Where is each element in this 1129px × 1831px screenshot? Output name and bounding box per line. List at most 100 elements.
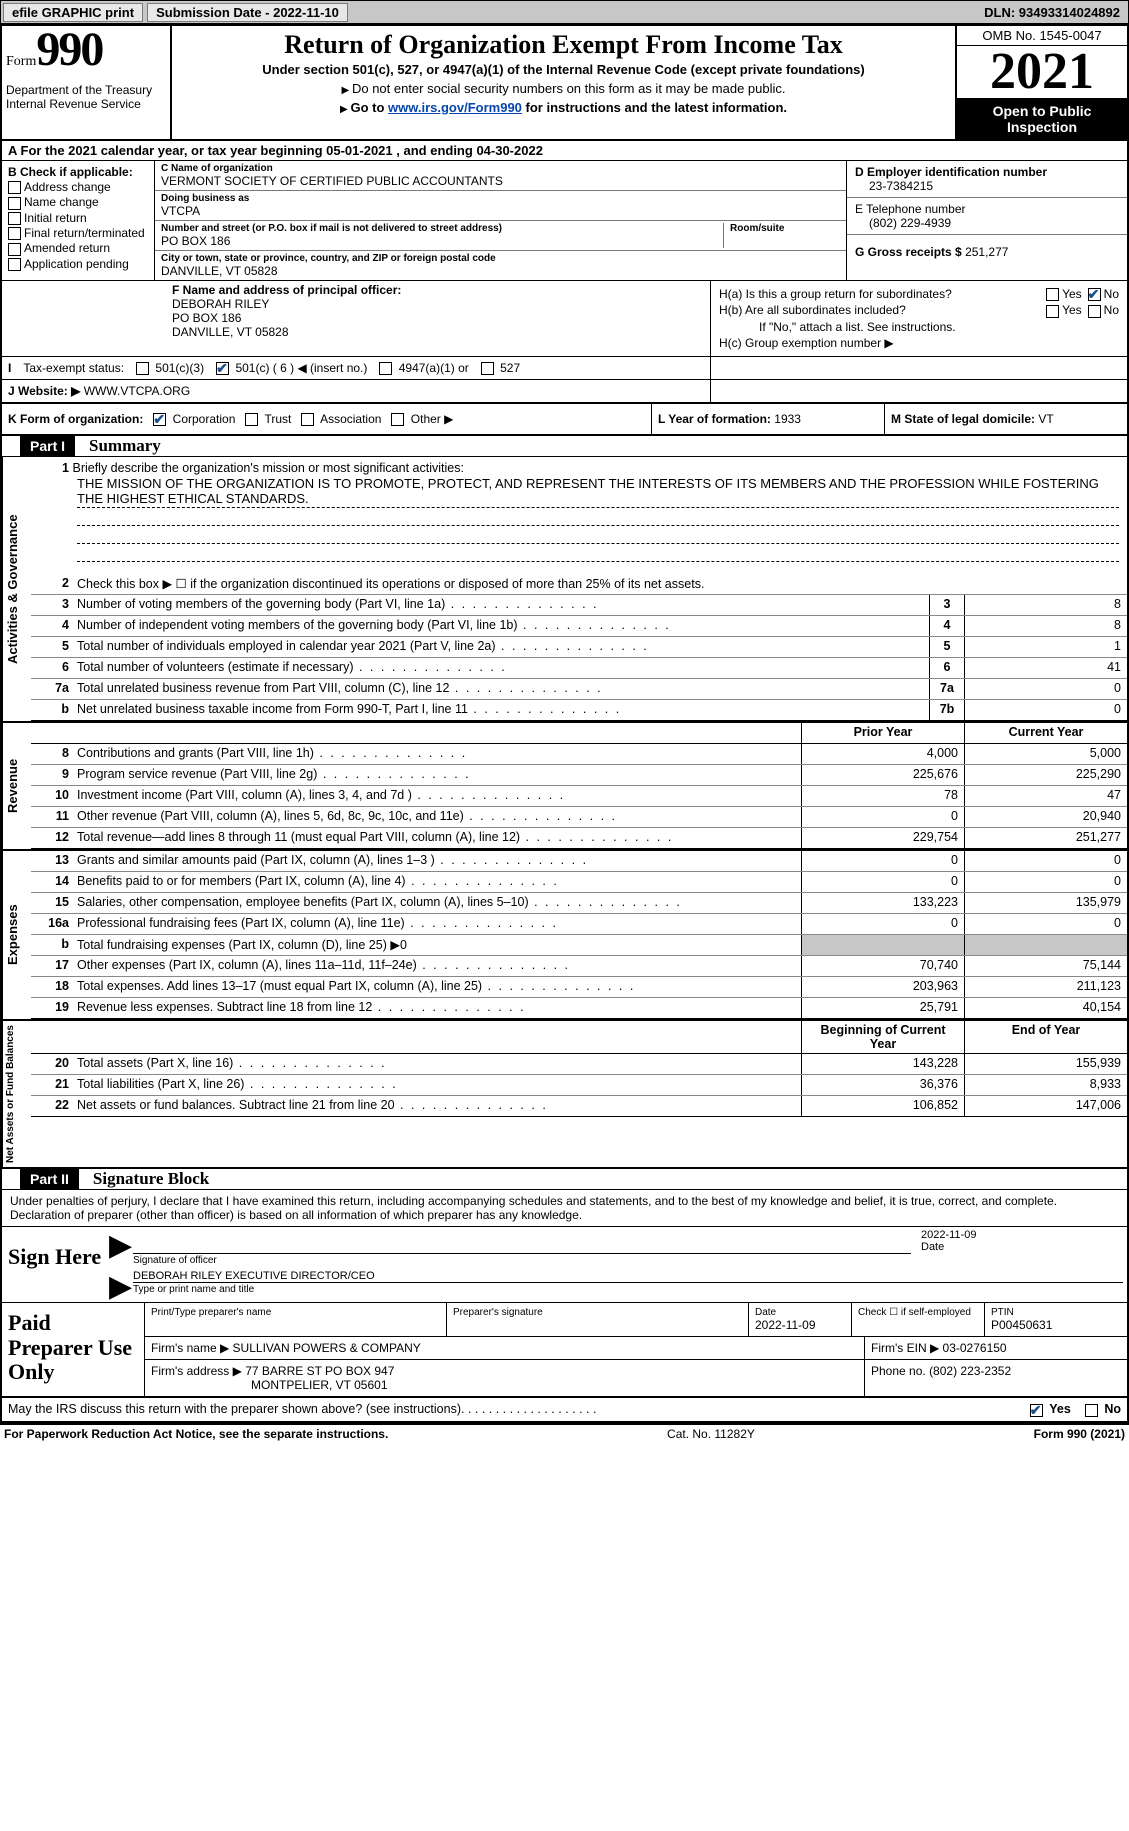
line-current: 0 <box>965 872 1127 892</box>
summary-line: bNet unrelated business taxable income f… <box>31 700 1127 721</box>
checkbox-pending[interactable] <box>8 258 21 271</box>
opt-final: Final return/terminated <box>24 226 145 240</box>
checkbox-address-change[interactable] <box>8 181 21 194</box>
form-label: Form <box>6 54 36 69</box>
row-a-end: 04-30-2022 <box>476 143 543 158</box>
summary-line: 5Total number of individuals employed in… <box>31 637 1127 658</box>
officer-name-label: Type or print name and title <box>133 1282 1123 1295</box>
gross-label: G Gross receipts $ <box>855 245 962 259</box>
chk-527[interactable] <box>481 362 494 375</box>
irs-label: Internal Revenue Service <box>6 97 166 111</box>
prep-self-label: Check ☐ if self-employed <box>858 1307 978 1318</box>
hb-no-checkbox[interactable] <box>1088 305 1101 318</box>
line-prior: 225,676 <box>802 765 965 785</box>
line-desc: Number of voting members of the governin… <box>73 595 930 615</box>
line-num: 8 <box>31 744 73 764</box>
row-a-tax-year: A For the 2021 calendar year, or tax yea… <box>2 141 1127 161</box>
line-desc: Other expenses (Part IX, column (A), lin… <box>73 956 802 976</box>
chk-trust[interactable] <box>245 413 258 426</box>
line-value: 0 <box>965 700 1127 720</box>
hc-label: H(c) Group exemption number ▶ <box>719 336 894 350</box>
line-current <box>965 935 1127 955</box>
chk-corporation[interactable] <box>153 413 166 426</box>
irs-discuss-row: May the IRS discuss this return with the… <box>2 1398 1127 1422</box>
line-desc: Net unrelated business taxable income fr… <box>73 700 930 720</box>
open-to-public: Open to Public Inspection <box>957 99 1127 139</box>
k-o4: Other ▶ <box>411 412 454 426</box>
room-label: Room/suite <box>730 223 840 234</box>
discuss-no-checkbox[interactable] <box>1085 1404 1098 1417</box>
part-2-label: Part II <box>20 1169 79 1189</box>
line-current: 47 <box>965 786 1127 806</box>
checkbox-amended[interactable] <box>8 243 21 256</box>
paid-preparer-block: Paid Preparer Use Only Print/Type prepar… <box>2 1303 1127 1398</box>
line-num: 11 <box>31 807 73 827</box>
line-num: 6 <box>31 658 73 678</box>
firm-addr1: 77 BARRE ST PO BOX 947 <box>245 1364 394 1378</box>
part-1-label: Part I <box>20 436 75 456</box>
ptin-value: P00450631 <box>991 1318 1121 1332</box>
section-b: B Check if applicable: Address change Na… <box>2 161 155 280</box>
sig-date-label: Date <box>921 1241 1121 1253</box>
firm-addr2: MONTPELIER, VT 05601 <box>151 1378 858 1392</box>
chk-other[interactable] <box>391 413 404 426</box>
chk-501c[interactable] <box>216 362 229 375</box>
checkbox-initial-return[interactable] <box>8 212 21 225</box>
mission-blank-2 <box>77 526 1119 544</box>
summary-line: 20Total assets (Part X, line 16)143,2281… <box>31 1054 1127 1075</box>
summary-line: 15Salaries, other compensation, employee… <box>31 893 1127 914</box>
checkbox-final-return[interactable] <box>8 227 21 240</box>
form-number: 990 <box>36 23 102 76</box>
dba-value: VTCPA <box>161 204 840 218</box>
ha-no-checkbox[interactable] <box>1088 288 1101 301</box>
discuss-yes-checkbox[interactable] <box>1030 1404 1043 1417</box>
hb-label: H(b) Are all subordinates included? <box>719 303 1040 317</box>
line-num: 12 <box>31 828 73 848</box>
ptin-label: PTIN <box>991 1307 1121 1318</box>
line-prior: 203,963 <box>802 977 965 997</box>
opt-address-change: Address change <box>24 180 111 194</box>
line-num-col: 7b <box>930 700 965 720</box>
form-subtitle-2: Do not enter social security numbers on … <box>180 81 947 96</box>
section-h: H(a) Is this a group return for subordin… <box>711 281 1127 356</box>
line-current: 20,940 <box>965 807 1127 827</box>
sign-here-label: Sign Here <box>2 1227 109 1302</box>
line-value: 8 <box>965 595 1127 615</box>
sign-arrow-icon: ▶ <box>109 1227 129 1268</box>
mission-blank-1 <box>77 508 1119 526</box>
line-prior: 229,754 <box>802 828 965 848</box>
instructions-link[interactable]: www.irs.gov/Form990 <box>388 100 522 115</box>
gross-value: 251,277 <box>965 245 1008 259</box>
checkbox-name-change[interactable] <box>8 197 21 210</box>
line-num: 17 <box>31 956 73 976</box>
summary-line: 13Grants and similar amounts paid (Part … <box>31 851 1127 872</box>
ha-yes-checkbox[interactable] <box>1046 288 1059 301</box>
sign-here-block: Sign Here ▶ Signature of officer 2022-11… <box>2 1227 1127 1303</box>
row-a-mid: , and ending <box>396 143 476 158</box>
mission-blank-3 <box>77 544 1119 562</box>
line-num-col: 4 <box>930 616 965 636</box>
summary-line: 17Other expenses (Part IX, column (A), l… <box>31 956 1127 977</box>
l-value: 1933 <box>774 412 801 426</box>
line-num: b <box>31 935 73 955</box>
hb-yes-checkbox[interactable] <box>1046 305 1059 318</box>
header-right: OMB No. 1545-0047 2021 Open to Public In… <box>955 26 1127 139</box>
summary-line: 10Investment income (Part VIII, column (… <box>31 786 1127 807</box>
header-mid: Return of Organization Exempt From Incom… <box>172 26 955 139</box>
section-k: K Form of organization: Corporation Trus… <box>2 404 652 434</box>
opt-amended: Amended return <box>24 241 110 255</box>
line-current: 135,979 <box>965 893 1127 913</box>
line-num: 16a <box>31 914 73 934</box>
chk-4947[interactable] <box>379 362 392 375</box>
efile-print-button[interactable]: efile GRAPHIC print <box>3 3 143 22</box>
section-l: L Year of formation: 1933 <box>652 404 885 434</box>
chk-association[interactable] <box>301 413 314 426</box>
header-left: Form990 Department of the Treasury Inter… <box>2 26 172 139</box>
line-current: 211,123 <box>965 977 1127 997</box>
chk-501c3[interactable] <box>136 362 149 375</box>
line-current: 5,000 <box>965 744 1127 764</box>
org-name: VERMONT SOCIETY OF CERTIFIED PUBLIC ACCO… <box>161 174 840 188</box>
goto-post: for instructions and the latest informat… <box>522 100 787 115</box>
hb-no: No <box>1104 303 1119 317</box>
line-value: 1 <box>965 637 1127 657</box>
